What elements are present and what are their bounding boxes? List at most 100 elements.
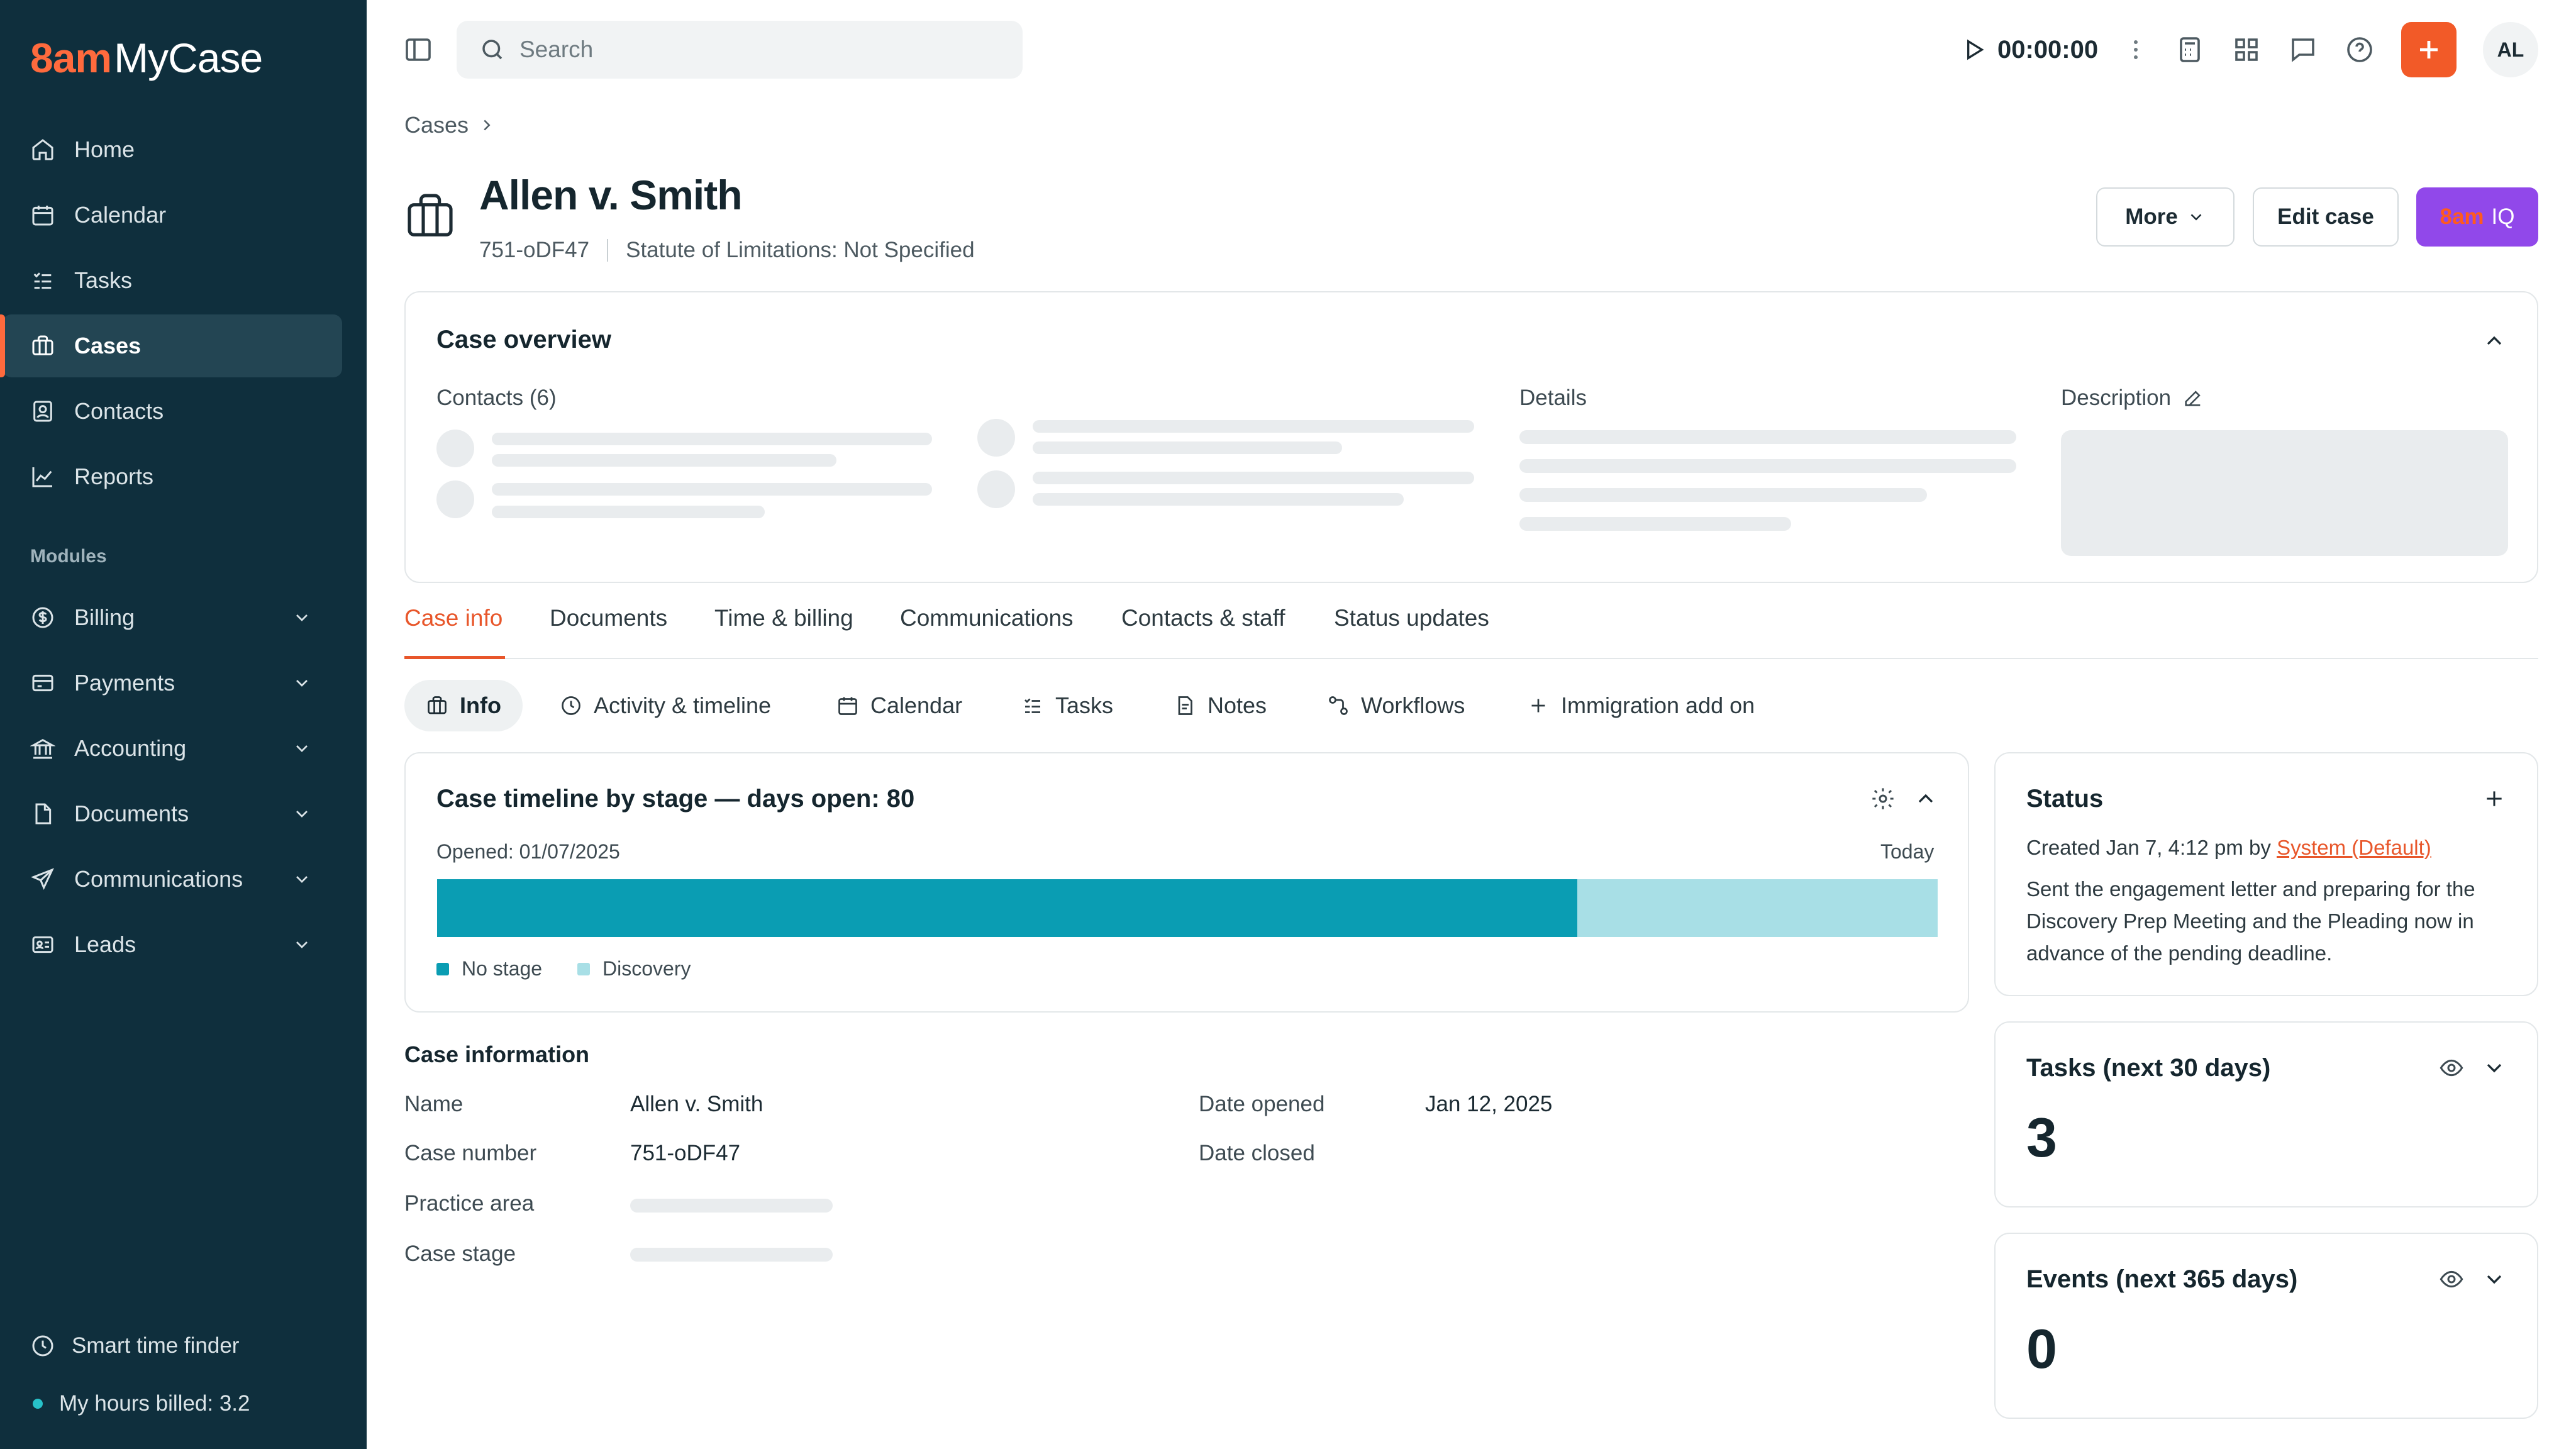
- sidebar-item-reports[interactable]: Reports: [3, 445, 342, 508]
- today-label: Today: [1880, 840, 1935, 863]
- sidebar-item-leads[interactable]: Leads: [3, 913, 342, 976]
- clock-icon: [562, 696, 580, 715]
- search-bar[interactable]: [457, 21, 1023, 79]
- date-closed-label: Date closed: [1199, 1141, 1315, 1165]
- sidebar-item-label: Calendar: [74, 202, 167, 228]
- 8am-iq-button[interactable]: 8am IQ: [2416, 187, 2538, 247]
- calculator-icon[interactable]: [2175, 35, 2205, 65]
- tasks-card: [1994, 1021, 2538, 1208]
- subtab-label: Info: [460, 692, 501, 718]
- sidebar-item-tasks[interactable]: Tasks: [3, 249, 342, 312]
- description-header: Description: [2061, 386, 2204, 411]
- legend-swatch: [436, 962, 449, 975]
- skeleton-line: [1519, 488, 1927, 502]
- sidebar-item-label: Contacts: [74, 398, 164, 424]
- subtab-immigration-add-on[interactable]: Immigration add on: [1527, 680, 1755, 731]
- credit-card-icon: [32, 674, 53, 692]
- date-opened-value: Jan 12, 2025: [1425, 1092, 1553, 1116]
- subtab-calendar[interactable]: Calendar: [836, 680, 962, 731]
- plus-icon[interactable]: [2482, 786, 2507, 811]
- play-icon[interactable]: [1961, 37, 1986, 62]
- events-count: 0: [2026, 1318, 2057, 1380]
- skeleton-line: [492, 483, 932, 496]
- chevron-down-icon: [296, 811, 308, 818]
- status-line-1: Sent the engagement letter and preparing…: [2026, 877, 2475, 901]
- subtab-tasks[interactable]: Tasks: [1021, 680, 1113, 731]
- breadcrumb-cases[interactable]: Cases: [404, 112, 469, 138]
- tasks-icon: [1024, 698, 1040, 713]
- logo-prefix: 8am: [30, 35, 112, 81]
- eye-icon[interactable]: [2439, 1267, 2464, 1292]
- description-placeholder[interactable]: [2061, 430, 2508, 556]
- app-logo[interactable]: 8am MyCase: [30, 33, 263, 83]
- sidebar-item-documents[interactable]: Documents: [3, 782, 342, 845]
- chevron-down-icon: [2190, 214, 2202, 221]
- legend-label: Discovery: [602, 957, 691, 980]
- sidebar-item-payments[interactable]: Payments: [3, 652, 342, 714]
- chevron-down-icon[interactable]: [2482, 1055, 2507, 1080]
- edit-case-button[interactable]: Edit case: [2253, 187, 2399, 247]
- active-tab-indicator: [404, 656, 505, 659]
- sidebar-item-contacts[interactable]: Contacts: [3, 380, 342, 443]
- name-value: Allen v. Smith: [630, 1092, 763, 1116]
- tab-contacts-staff[interactable]: Contacts & staff: [1121, 605, 1285, 631]
- tab-status-updates[interactable]: Status updates: [1334, 605, 1489, 631]
- subtab-notes[interactable]: Notes: [1174, 680, 1267, 731]
- skeleton-line: [492, 506, 765, 518]
- clock-icon: [32, 1335, 53, 1357]
- chat-icon[interactable]: [2288, 35, 2318, 65]
- sidebar-item-billing[interactable]: Billing: [3, 586, 342, 649]
- smart-time-finder-label: Smart time finder: [72, 1333, 240, 1358]
- smart-time-finder-link[interactable]: Smart time finder: [30, 1333, 239, 1358]
- chevron-down-icon: [296, 614, 308, 621]
- chevron-up-icon[interactable]: [2482, 328, 2507, 353]
- timer[interactable]: 00:00:00: [1961, 30, 2098, 69]
- case-stage-label: Case stage: [404, 1241, 516, 1266]
- skeleton-line: [1519, 430, 2016, 444]
- sidebar-item-label: Cases: [74, 333, 142, 358]
- tab-case-info[interactable]: Case info: [404, 605, 503, 631]
- tab-documents[interactable]: Documents: [550, 605, 668, 631]
- timeline-title: Case timeline by stage — days open: 80: [436, 785, 915, 813]
- edit-pencil-icon[interactable]: [2182, 387, 2204, 409]
- eye-icon[interactable]: [2439, 1055, 2464, 1080]
- tab-communications[interactable]: Communications: [900, 605, 1074, 631]
- tab-time-billing[interactable]: Time & billing: [714, 605, 853, 631]
- workflow-icon: [1329, 696, 1348, 715]
- search-input[interactable]: [519, 36, 1010, 63]
- practice-area-label: Practice area: [404, 1191, 535, 1216]
- sidebar-item-home[interactable]: Home: [3, 118, 342, 181]
- plus-icon: [1531, 699, 1545, 713]
- skeleton-avatar: [977, 419, 1015, 457]
- plus-icon: [2420, 41, 2438, 58]
- apps-grid-icon[interactable]: [2231, 35, 2262, 65]
- sidebar-item-communications[interactable]: Communications: [3, 848, 342, 911]
- settings-gear-icon[interactable]: [1870, 786, 1896, 811]
- contacts-label: Contacts (6): [436, 386, 557, 410]
- sidebar-item-cases[interactable]: Cases: [0, 314, 342, 377]
- sidebar-toggle-icon[interactable]: [403, 35, 433, 65]
- sidebar-item-accounting[interactable]: Accounting: [3, 717, 342, 780]
- status-created-by-link[interactable]: System (Default): [2277, 836, 2431, 859]
- subtab-activity-timeline[interactable]: Activity & timeline: [560, 680, 771, 731]
- sidebar-item-calendar[interactable]: Calendar: [3, 184, 342, 247]
- sidebar-item-label: Home: [74, 136, 135, 162]
- case-subline: 751-oDF47 Statute of Limitations: Not Sp…: [479, 238, 975, 263]
- hours-billed: My hours billed: 3.2: [30, 1391, 250, 1416]
- more-vertical-icon[interactable]: [2121, 35, 2151, 65]
- tasks-count: 3: [2026, 1106, 2057, 1169]
- subtab-info[interactable]: Info: [404, 680, 523, 731]
- status-line-3: advance of the pending deadline.: [2026, 941, 2333, 965]
- subtab-workflows[interactable]: Workflows: [1327, 680, 1465, 731]
- logo-name: MyCase: [114, 35, 263, 81]
- sidebar-item-label: Reports: [74, 464, 154, 489]
- create-new-button[interactable]: [2401, 22, 2457, 77]
- avatar[interactable]: AL: [2483, 22, 2538, 77]
- chevron-down-icon[interactable]: [2482, 1267, 2507, 1292]
- name-label: Name: [404, 1092, 464, 1116]
- chevron-up-icon[interactable]: [1913, 786, 1938, 811]
- briefcase-icon: [32, 335, 53, 355]
- timeline-stage-no-stage[interactable]: [437, 879, 1577, 937]
- help-icon[interactable]: [2345, 35, 2375, 65]
- more-button[interactable]: More: [2096, 187, 2235, 247]
